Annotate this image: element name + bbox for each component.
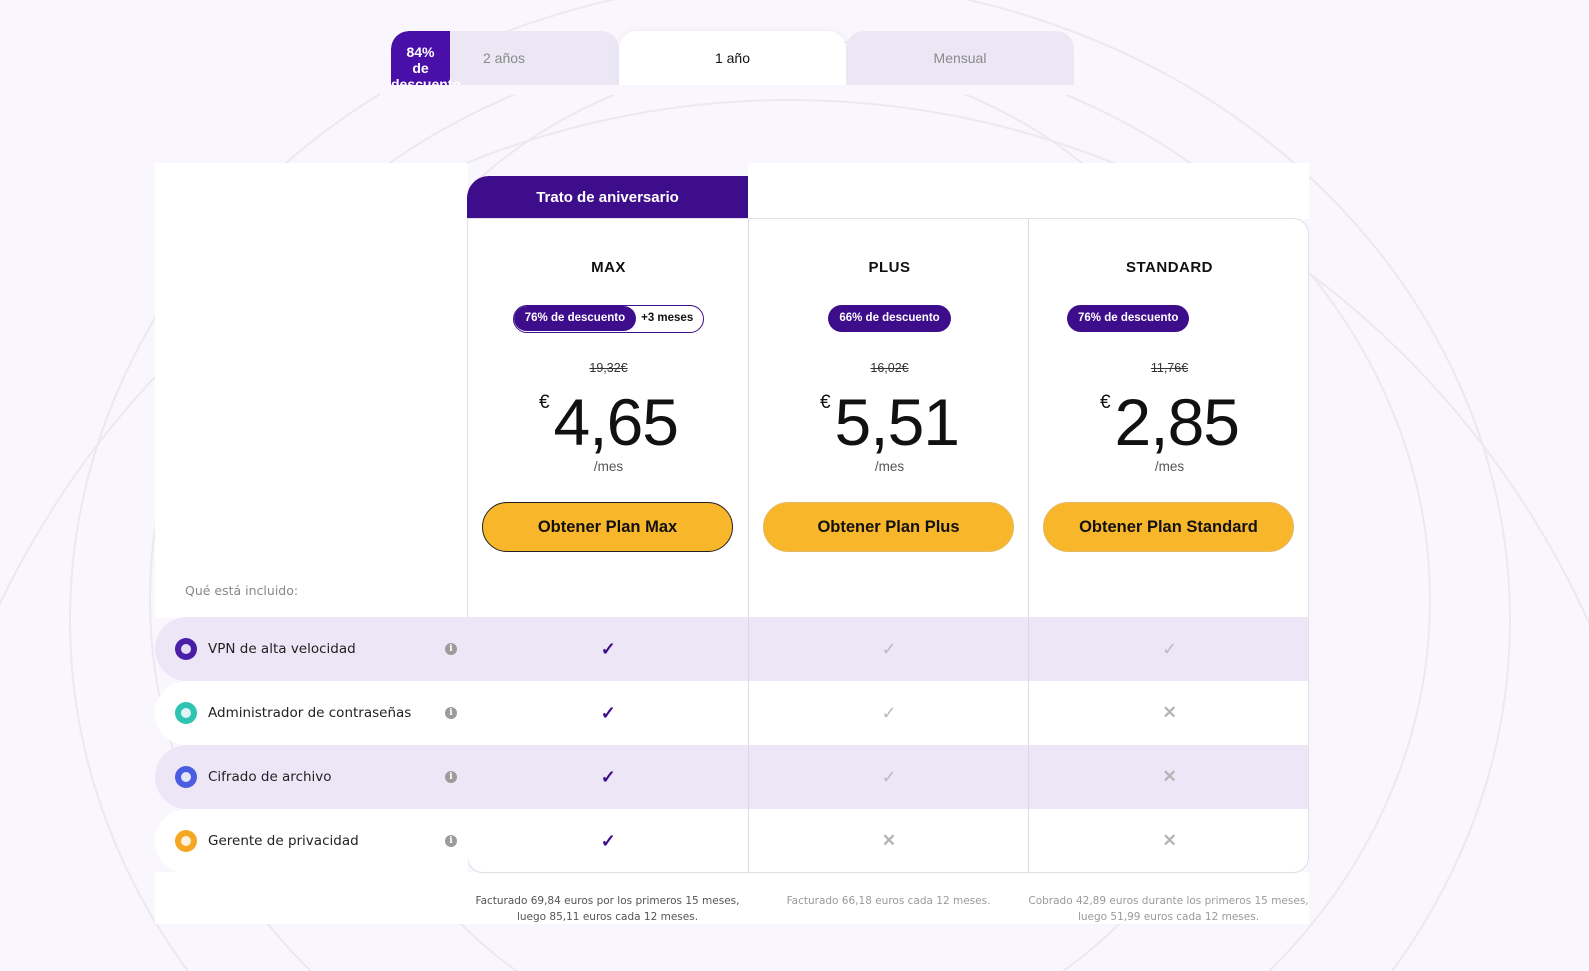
column-divider — [1028, 219, 1029, 872]
cross-icon: ✕ — [881, 831, 897, 850]
original-price: 16,02€ — [870, 361, 909, 375]
plan-name: STANDARD — [1125, 259, 1214, 276]
billing-note-plus: Facturado 66,18 euros cada 12 meses. — [786, 895, 991, 907]
feature-name: Administrador de contraseñas — [208, 705, 412, 721]
info-icon[interactable]: i — [445, 707, 457, 719]
plan-max: MAX 76% de descuento +3 meses 19,32€ € 4… — [468, 219, 749, 619]
check-icon: ✓ — [881, 702, 897, 723]
tab-underlap — [380, 85, 1100, 95]
cross-icon: ✕ — [1162, 767, 1177, 786]
currency-symbol: € — [819, 392, 831, 413]
plan-name: MAX — [591, 259, 626, 276]
feature-name: Cifrado de archivo — [208, 769, 332, 785]
tab-label: 2 años — [483, 50, 526, 66]
badge-line-2: de — [412, 60, 429, 76]
tab-label: 1 año — [714, 50, 751, 66]
anniversary-deal-ribbon: Trato de aniversario — [467, 176, 748, 220]
file-encryption-icon — [175, 766, 197, 788]
price: € 4,65 — [468, 387, 749, 457]
feature-row-vpn: ✓ ✓ ✓ — [468, 617, 1308, 681]
plan-standard: STANDARD 76% de descuento 11,76€ € 2,85 … — [1029, 219, 1308, 619]
price-period: /mes — [593, 459, 624, 474]
check-icon: ✓ — [600, 638, 616, 659]
check-icon: ✓ — [600, 766, 616, 787]
original-price: 19,32€ — [589, 361, 628, 375]
privacy-manager-icon — [175, 830, 197, 852]
password-manager-icon — [175, 702, 197, 724]
feature-file-encryption: Cifrado de archivo i — [155, 745, 468, 809]
discount-badge-combo: 76% de descuento +3 meses — [512, 305, 705, 333]
currency-symbol: € — [538, 392, 550, 413]
original-price: 11,76€ — [1150, 361, 1189, 375]
tab-label: Mensual — [933, 50, 987, 66]
discount-84-badge: 84% de descuento — [391, 31, 462, 85]
price-amount: 5,51 — [834, 385, 960, 459]
get-plan-plus-button[interactable]: Obtener Plan Plus — [763, 502, 1014, 552]
feature-row-file-encryption: ✓ ✓ ✕ — [468, 745, 1308, 809]
check-icon: ✓ — [600, 702, 616, 723]
currency-symbol: € — [1099, 392, 1111, 413]
feature-privacy-manager: Gerente de privacidad i — [155, 809, 468, 873]
check-icon: ✓ — [881, 638, 897, 659]
vpn-shield-icon — [175, 638, 197, 660]
tab-monthly[interactable]: Mensual — [846, 31, 1074, 85]
price: € 2,85 — [1029, 385, 1308, 459]
discount-badge: 76% de descuento — [513, 306, 637, 331]
price: € 5,51 — [749, 387, 1030, 457]
price-amount: 4,65 — [553, 385, 679, 459]
get-plan-standard-button[interactable]: Obtener Plan Standard — [1043, 502, 1294, 552]
feature-row-privacy-manager: ✓ ✕ ✕ — [468, 809, 1308, 872]
discount-badge: 76% de descuento — [1067, 305, 1190, 332]
feature-name: VPN de alta velocidad — [208, 641, 356, 657]
badge-line-1: 84% — [406, 44, 435, 60]
feature-name: Gerente de privacidad — [208, 833, 359, 849]
get-plan-max-button[interactable]: Obtener Plan Max — [482, 502, 733, 552]
info-icon[interactable]: i — [445, 835, 457, 847]
footnote-strip — [155, 872, 1309, 924]
check-icon: ✓ — [600, 830, 616, 851]
billing-period-tabs: 84% de descuento 2 años 1 año Mensual — [391, 31, 1074, 85]
plan-name: PLUS — [868, 259, 911, 276]
feature-vpn: VPN de alta velocidad i — [155, 617, 468, 681]
feature-row-password-manager: ✓ ✓ ✕ — [468, 681, 1308, 745]
check-icon: ✓ — [1162, 638, 1178, 659]
tab-2-years[interactable]: 84% de descuento 2 años — [391, 31, 619, 85]
price-period: /mes — [874, 459, 905, 474]
info-icon[interactable]: i — [445, 771, 457, 783]
discount-badge: 66% de descuento — [828, 305, 951, 332]
plan-plus: PLUS 66% de descuento 16,02€ € 5,51 /mes… — [749, 219, 1030, 619]
column-divider — [748, 219, 749, 872]
price-amount: 2,85 — [1114, 385, 1240, 459]
billing-note-max: Facturado 69,84 euros por los primeros 1… — [475, 895, 740, 923]
plans-header-spacer — [748, 163, 1309, 219]
badge-line-3: descuento — [391, 76, 462, 85]
plans-comparison-table: MAX 76% de descuento +3 meses 19,32€ € 4… — [467, 218, 1309, 873]
bonus-months-badge: +3 meses — [641, 312, 694, 324]
check-icon: ✓ — [881, 766, 897, 787]
cross-icon: ✕ — [1162, 831, 1177, 850]
feature-password-manager: Administrador de contraseñas i — [155, 681, 468, 745]
price-period: /mes — [1154, 459, 1185, 474]
tab-1-year[interactable]: 1 año — [619, 31, 846, 85]
cross-icon: ✕ — [1162, 703, 1177, 722]
billing-note-standard: Cobrado 42,89 euros durante los primeros… — [1028, 895, 1309, 923]
features-panel-top — [155, 163, 468, 618]
features-heading: Qué está incluido: — [185, 583, 299, 598]
info-icon[interactable]: i — [445, 643, 457, 655]
